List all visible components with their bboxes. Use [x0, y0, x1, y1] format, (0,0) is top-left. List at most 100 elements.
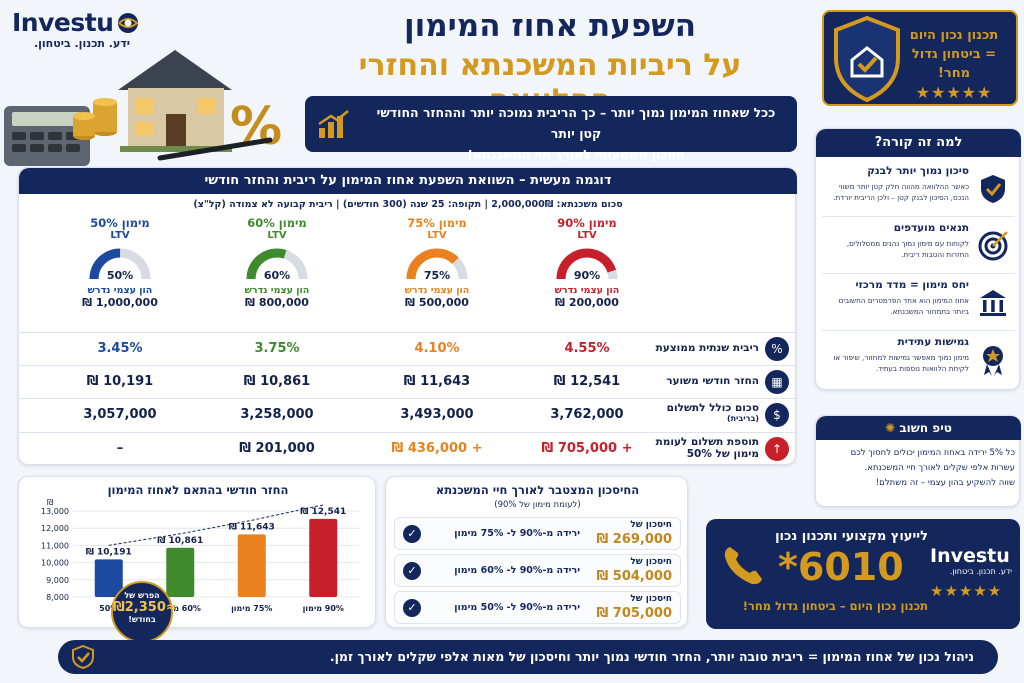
row-sublabel: (בריבית): [726, 414, 759, 423]
ltv-gauge: 75%: [406, 248, 468, 282]
savings-amount: 504,000 ₪: [596, 569, 672, 584]
gauge-label: 90%: [574, 269, 600, 282]
savings-amount: 269,000 ₪: [596, 532, 672, 547]
row-label: החזר חודשי משוער: [649, 375, 759, 387]
promo-brand-name: Investu: [930, 545, 1010, 567]
footer-text: ניהול נכון של אחוז המימון = ריבית טובה י…: [329, 649, 974, 664]
calculator-icon: [4, 106, 90, 166]
row-icon: ↑: [765, 437, 789, 461]
footer-banner: ניהול נכון של אחוז המימון = ריבית טובה י…: [58, 640, 998, 674]
why-item-text: אחוז המימון הוא אחד הפרמטרים החשובים ביו…: [838, 296, 969, 316]
difference-badge: הפרש של ₪2,350≈ בחודש!: [111, 581, 177, 643]
row-value: 3,762,000: [550, 407, 624, 422]
ltv-column-title: מימון 75%: [407, 216, 467, 230]
bank-icon: [980, 290, 1006, 316]
equity-amount: 200,000 ₪: [555, 296, 619, 309]
bar: [94, 559, 123, 597]
row-sublabel: מימון של 50%: [686, 448, 759, 460]
house-illustration: %: [0, 40, 290, 170]
bar-value-label: 12,541 ₪: [300, 507, 346, 517]
gauge-fill: [556, 248, 618, 280]
promo-rating-stars: ★★★★★: [930, 582, 1003, 600]
shield-house-icon: [834, 15, 900, 103]
coins-icon: [73, 98, 117, 140]
badge-value: ₪2,350≈: [113, 600, 177, 615]
row-label-text: תוספת תשלום לעומת: [655, 436, 759, 448]
lightbulb-icon: ✺: [885, 421, 896, 435]
ltv-label: LTV: [427, 230, 447, 241]
x-category-label: 75% מימון: [231, 604, 272, 613]
gauge-fill: [246, 248, 308, 280]
brand-logo: Investu ידע. תכנון. ביטחון.: [12, 8, 162, 50]
chart-title: החזר חודשי בהתאם לאחוז המימון: [107, 483, 289, 497]
equity-amount: 500,000 ₪: [405, 296, 469, 309]
cumulative-savings-panel: החיסכון המצטבר לאורך חיי המשכנתא (לעומת …: [385, 476, 688, 628]
savings-row: חיסכון של 504,000 ₪ ירידה מ-90% ל- 60% מימ…: [394, 554, 681, 587]
equity-needed-label: הון עצמי נדרש: [554, 285, 620, 296]
ltv-gauge: 60%: [246, 248, 308, 282]
gauge-label: 60%: [264, 269, 290, 282]
row-label: ריבית שנתית ממוצעת: [649, 342, 759, 354]
why-item-title: יחס מימון = מדד מרכזי: [855, 279, 969, 291]
why-item-title: גמישות עתידית: [897, 336, 969, 348]
row-value: 3,057,000: [83, 407, 157, 422]
tip-heading-text: טיפ חשוב: [899, 421, 952, 435]
row-value: + 436,000 ₪: [391, 441, 483, 456]
row-value: 4.10%: [414, 341, 460, 356]
row-icon: %: [765, 337, 789, 361]
subtitle-line1: ככל שאחוז המימון נמוך יותר – כך הריבית נ…: [376, 105, 776, 141]
row-value: –: [116, 441, 124, 456]
growth-chart-icon: [318, 110, 349, 138]
contact-banner[interactable]: לייעוץ מקצועי ותכנון נכון *6010 תכנון נכ…: [706, 519, 1020, 629]
ltv-column: מימון 60% LTV 60% הון עצמי נדרש 800,000 ₪: [202, 216, 352, 326]
row-icon: ▦: [765, 370, 789, 394]
equity-needed-label: הון עצמי נדרש: [244, 285, 310, 296]
savings-description: ירידה מ-90% ל- 75% מימון: [454, 528, 580, 539]
subtitle-banner: ככל שאחוז המימון נמוך יותר – כך הריבית נ…: [305, 96, 797, 162]
why-item-text: מימון נמוך מאפשר גמישות למחזור, שיפור או…: [833, 353, 969, 373]
x-category-label: 60% מימון: [160, 604, 201, 613]
tip-heading: טיפ חשוב ✺: [816, 416, 1021, 440]
tip-line2: עשרות אלפי שקלים לאורך חיי המשכנתא.: [864, 463, 1015, 473]
y-tick-label: 12,000: [41, 524, 69, 533]
row-label-text: סכום כולל לתשלום: [666, 402, 759, 414]
house-icon: [118, 50, 232, 152]
row-value: + 705,000 ₪: [541, 441, 633, 456]
ltv-gauge: 50%: [89, 248, 151, 282]
y-unit-label: ₪: [47, 498, 53, 507]
comparison-row: % ריבית שנתית ממוצעת 4.55% 4.10% 3.75% 3.45%: [19, 332, 797, 365]
comparison-table: דוגמה מעשית – השוואת השפעת אחוז המימון ע…: [18, 167, 797, 465]
row-value: 12,541 ₪: [553, 374, 621, 389]
savings-label: חיסכון של: [630, 520, 672, 530]
row-value: 3,258,000: [240, 407, 314, 422]
row-value: 4.55%: [564, 341, 610, 356]
row-label-text: ריבית שנתית ממוצעת: [655, 342, 759, 354]
bar-value-label: 10,191 ₪: [86, 547, 132, 557]
ltv-gauge: 90%: [556, 248, 618, 282]
page-title: השפעת אחוז המימון: [403, 8, 697, 44]
bar-value-label: 11,643 ₪: [229, 522, 275, 532]
shield-banner: תכנון נכון היום = ביטחון גדול מחר! ★★★★★: [822, 10, 1018, 106]
badge-line1: הפרש של: [124, 591, 160, 600]
gauge-fill: [406, 248, 468, 280]
equity-needed-label: הון עצמי נדרש: [87, 285, 153, 296]
contact-phone-number[interactable]: *6010: [778, 545, 904, 589]
ltv-column-title: מימון 60%: [247, 216, 307, 230]
contact-line2: תכנון נכון היום – ביטחון גדול מחר!: [742, 599, 928, 613]
ltv-label: LTV: [267, 230, 287, 241]
contact-line1: לייעוץ מקצועי ותכנון נכון: [775, 529, 928, 544]
tip-line1: כל 5% ירידה באחוז המימון יכולים לחסוך לכ…: [850, 448, 1015, 458]
ltv-label: LTV: [577, 230, 597, 241]
shield-line1: תכנון נכון היום: [909, 28, 999, 43]
savings-subtitle: (לעומת מימון של 90%): [494, 500, 581, 510]
shield-check-icon: [981, 175, 1005, 203]
y-tick-label: 13,000: [41, 507, 69, 516]
y-tick-label: 10,000: [41, 559, 69, 568]
pen-icon: [157, 137, 273, 161]
equity-amount: 1,000,000 ₪: [82, 296, 158, 309]
why-item: סיכון נמוך יותר לבנק כאשר ההלוואה מהווה ח…: [822, 161, 1015, 217]
why-heading: למה זה קורה?: [816, 129, 1021, 157]
shield-line2: = ביטחון גדול מחר!: [911, 47, 997, 81]
why-item-title: סיכון נמוך יותר לבנק: [867, 165, 969, 177]
row-label: תוספת תשלום לעומת מימון של 50%: [649, 436, 759, 460]
